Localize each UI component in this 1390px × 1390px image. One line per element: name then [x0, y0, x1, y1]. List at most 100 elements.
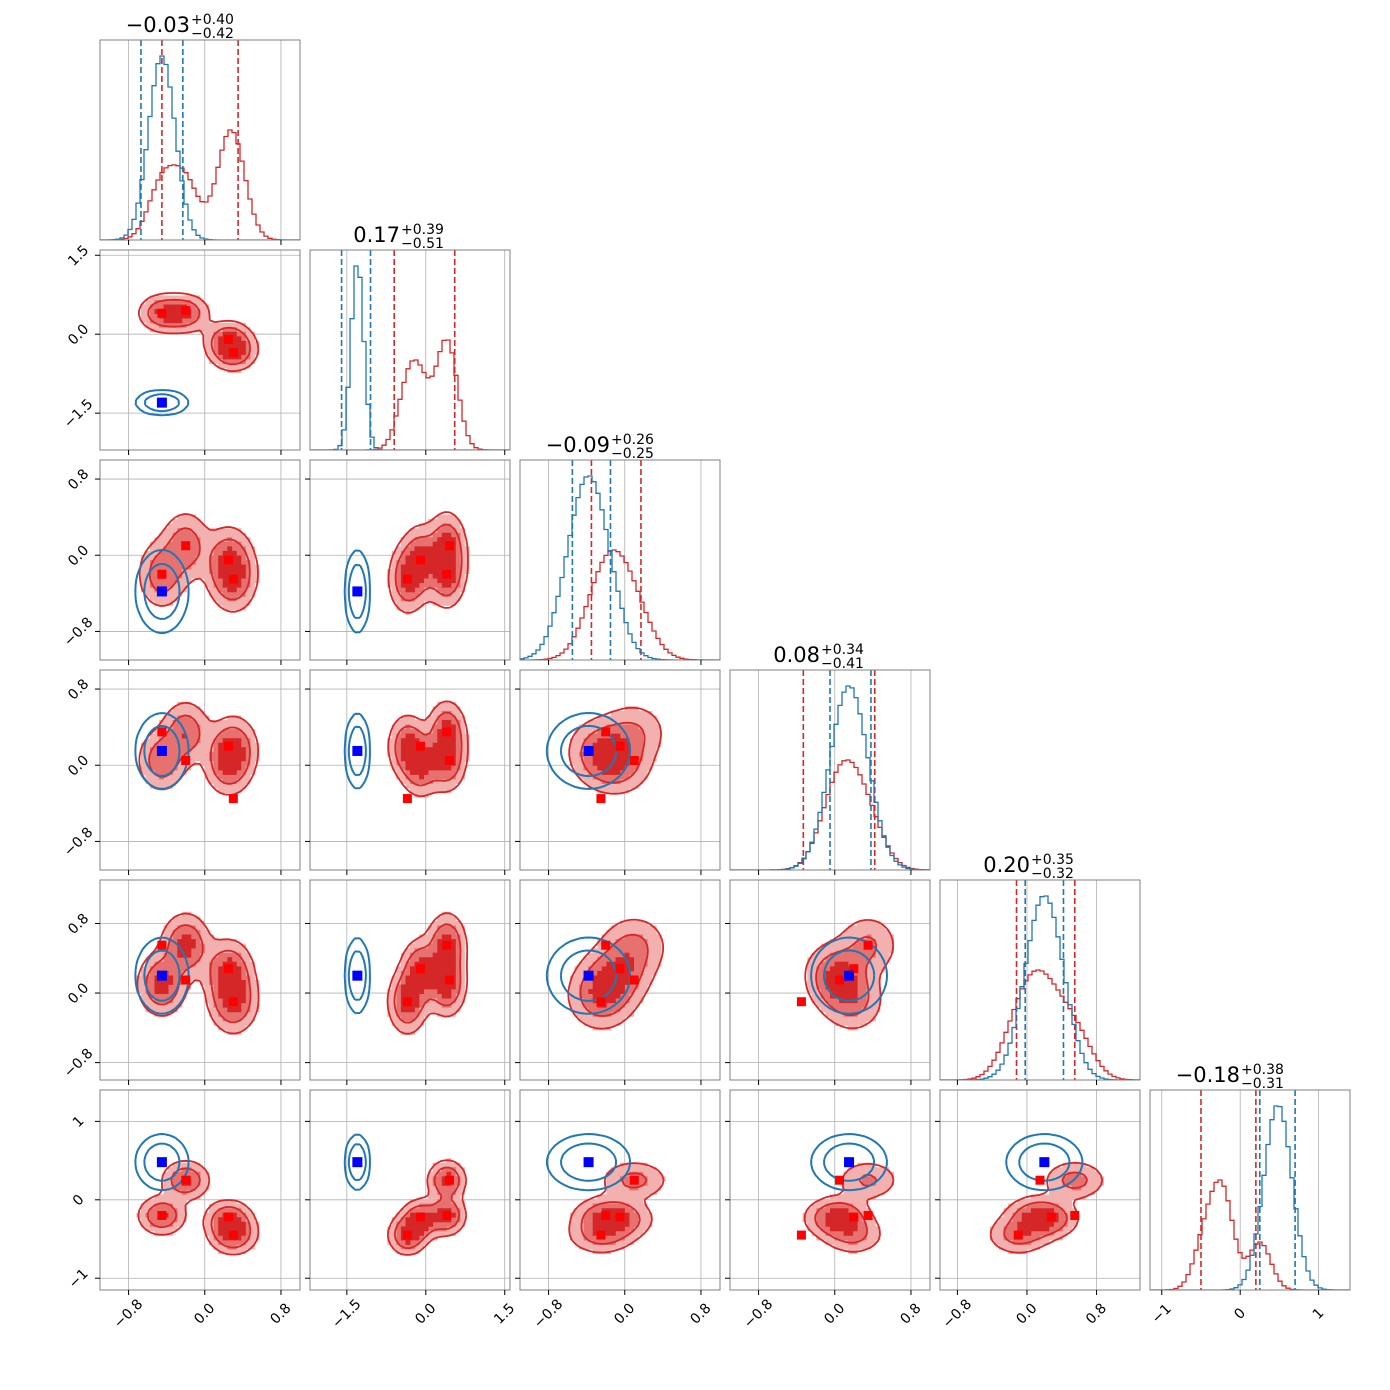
- red-marker: [601, 940, 611, 950]
- red-marker: [157, 308, 167, 318]
- red-contour: [393, 923, 462, 1024]
- red-marker: [596, 1230, 606, 1240]
- x-tick-label: 0: [1231, 1305, 1249, 1323]
- panel-frame: [309, 669, 511, 871]
- title-plus: +0.38: [1241, 1062, 1284, 1078]
- red-contour: [989, 1161, 1104, 1254]
- red-density-core: [400, 934, 456, 1013]
- red-contour: [386, 912, 469, 1035]
- x-tick-label: 0.8: [897, 1300, 924, 1327]
- y-tick-label: 0.8: [65, 911, 92, 938]
- y-tick-label: 1.5: [65, 242, 92, 269]
- blue-contour: [343, 712, 371, 790]
- x-tick-label: 0.8: [687, 1300, 714, 1327]
- red-marker: [402, 997, 412, 1007]
- panel-5-5: −0.18 +0.38−0.31 −1 0 1: [1149, 1062, 1351, 1327]
- panel-3-0: −0.8 0.0 0.8: [61, 669, 301, 875]
- red-marker: [1046, 1212, 1056, 1222]
- blue-contour: [143, 1142, 181, 1182]
- blue-marker: [583, 970, 594, 981]
- red-marker: [796, 997, 806, 1007]
- panel-4-2: [515, 879, 721, 1085]
- blue-histogram: [1150, 1105, 1350, 1290]
- panel-5-2: −0.8 0.0 0.8: [515, 1089, 721, 1332]
- red-marker: [615, 741, 625, 751]
- blue-marker: [156, 1157, 167, 1168]
- x-tick-label: −0.8: [940, 1296, 975, 1331]
- red-marker: [224, 555, 234, 565]
- red-marker: [181, 755, 191, 765]
- panel-4-0: −0.8 0.0 0.8: [61, 879, 301, 1085]
- red-marker: [629, 1175, 639, 1185]
- red-contour: [568, 706, 662, 795]
- panel-plot-area: [940, 1090, 1140, 1290]
- red-marker: [442, 569, 452, 579]
- panel-frame: [939, 879, 1141, 1081]
- red-marker: [181, 541, 191, 551]
- blue-contour: [143, 949, 181, 1002]
- panel-plot-area: [100, 670, 300, 870]
- blue-marker: [1039, 1157, 1050, 1168]
- y-tick-label: 0.0: [65, 752, 92, 779]
- red-contour: [138, 513, 259, 613]
- title-plus: +0.40: [191, 12, 234, 28]
- panel-title: −0.18 +0.38−0.31: [1176, 1062, 1284, 1092]
- red-marker: [596, 997, 606, 1007]
- red-density-core: [400, 532, 456, 593]
- panel-plot-area: [520, 1090, 720, 1290]
- title-minus: −0.51: [401, 236, 444, 252]
- title-minus: −0.25: [611, 446, 654, 462]
- red-marker: [849, 1212, 859, 1222]
- title-plus: +0.35: [1031, 852, 1074, 868]
- blue-contour: [144, 393, 180, 413]
- red-marker: [444, 541, 454, 551]
- blue-contour: [560, 1142, 617, 1182]
- red-marker: [416, 1212, 426, 1222]
- y-tick-label: −0.8: [61, 614, 96, 649]
- panel-4-4: 0.20 +0.35−0.32: [939, 852, 1141, 1085]
- blue-contour: [545, 936, 632, 1015]
- red-density-core: [592, 733, 630, 775]
- panel-plot-area: [310, 880, 510, 1080]
- blue-histogram: [520, 475, 720, 660]
- red-marker: [629, 755, 639, 765]
- red-histogram: [940, 969, 1140, 1080]
- y-tick-label: −1.5: [61, 396, 96, 431]
- blue-contour: [134, 549, 190, 635]
- blue-marker: [583, 1157, 594, 1168]
- red-marker: [863, 1210, 873, 1220]
- y-tick-label: −0.8: [61, 824, 96, 859]
- red-marker: [796, 1230, 806, 1240]
- panel-plot-area: [1150, 1090, 1350, 1290]
- red-density-core: [154, 304, 246, 360]
- panel-plot-area: [940, 880, 1140, 1080]
- red-marker: [615, 964, 625, 974]
- panel-plot-area: [730, 880, 930, 1080]
- panel-plot-area: [520, 880, 720, 1080]
- title-minus: −0.31: [1241, 1076, 1284, 1092]
- red-marker: [416, 964, 426, 974]
- red-contour: [387, 511, 469, 614]
- red-marker: [615, 1212, 625, 1222]
- panel-frame: [99, 459, 301, 661]
- red-marker: [228, 997, 238, 1007]
- blue-contour: [343, 1133, 371, 1191]
- blue-contour: [810, 1133, 888, 1192]
- x-tick-label: 0.0: [412, 1300, 439, 1327]
- title-value: 0.20: [983, 853, 1030, 877]
- panel-1-1: 0.17 +0.39−0.51: [309, 222, 511, 455]
- red-contour: [147, 298, 252, 366]
- y-tick-label: 0.0: [65, 321, 92, 348]
- y-tick-label: 0.0: [65, 542, 92, 569]
- blue-contour: [1005, 1133, 1084, 1192]
- x-tick-label: 0.0: [611, 1300, 638, 1327]
- blue-marker: [352, 745, 363, 756]
- red-marker: [442, 727, 452, 737]
- panel-plot-area: [100, 880, 300, 1080]
- panel-frame: [309, 249, 511, 451]
- red-marker: [157, 727, 167, 737]
- blue-marker: [844, 970, 855, 981]
- red-contour: [137, 1159, 260, 1256]
- red-density-core: [159, 1176, 246, 1241]
